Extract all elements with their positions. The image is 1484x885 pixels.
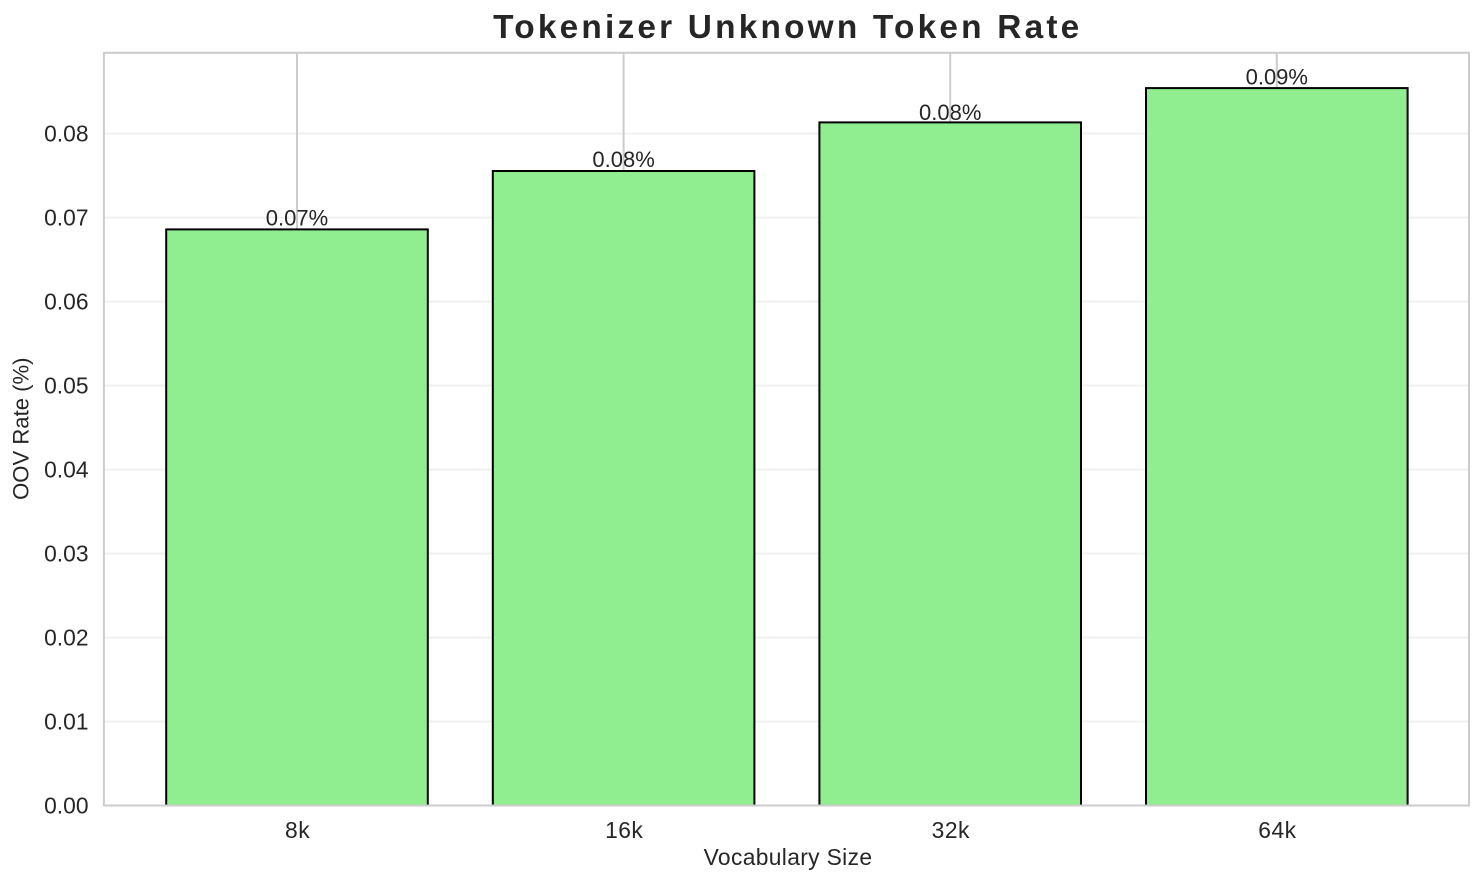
svg-text:0.05: 0.05: [44, 372, 88, 398]
svg-text:0.02: 0.02: [44, 624, 88, 650]
svg-text:0.08%: 0.08%: [919, 100, 981, 125]
svg-text:0.08%: 0.08%: [592, 147, 654, 172]
svg-text:0.03: 0.03: [44, 540, 88, 566]
svg-text:32k: 32k: [932, 817, 970, 843]
svg-text:0.08: 0.08: [44, 120, 88, 146]
svg-text:0.07: 0.07: [44, 204, 88, 230]
svg-text:0.00: 0.00: [44, 792, 88, 818]
svg-text:8k: 8k: [285, 817, 310, 843]
svg-text:0.07%: 0.07%: [266, 206, 328, 231]
svg-text:0.09%: 0.09%: [1246, 64, 1308, 89]
svg-text:64k: 64k: [1258, 817, 1296, 843]
svg-text:0.01: 0.01: [44, 708, 88, 734]
svg-text:0.06: 0.06: [44, 288, 88, 314]
svg-text:16k: 16k: [605, 817, 643, 843]
svg-text:0.04: 0.04: [44, 456, 89, 482]
svg-text:Tokenizer Unknown Token Rate: Tokenizer Unknown Token Rate: [493, 9, 1082, 46]
svg-text:OOV Rate (%): OOV Rate (%): [9, 357, 34, 499]
svg-text:Vocabulary Size: Vocabulary Size: [704, 844, 873, 870]
